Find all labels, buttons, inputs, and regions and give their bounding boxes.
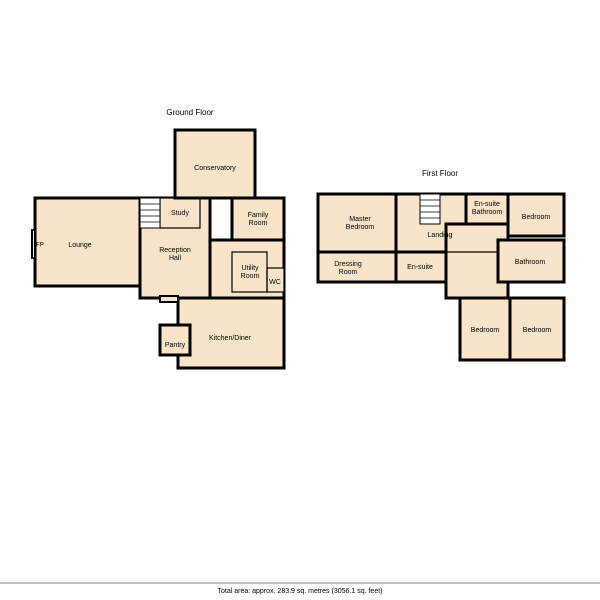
label-bed1: Bedroom bbox=[522, 214, 551, 221]
bay-left bbox=[32, 230, 35, 258]
label-bathroom: Bathroom bbox=[515, 259, 546, 266]
first-floor-group: First Floor MasterBedroom DressingRoom E… bbox=[318, 169, 564, 360]
first-floor-title: First Floor bbox=[422, 169, 458, 178]
footer-text: Total area: approx. 283.9 sq. metres (30… bbox=[218, 588, 383, 595]
ground-floor-group: Ground Floor Lounge ReceptionHal bbox=[32, 108, 284, 368]
label-ensbath: En-suiteBathroom bbox=[472, 201, 503, 216]
label-conservatory: Conservatory bbox=[194, 165, 236, 172]
porch bbox=[160, 296, 178, 302]
label-lounge: Lounge bbox=[68, 242, 91, 249]
label-landing: Landing bbox=[428, 232, 453, 239]
label-bed3: Bedroom bbox=[523, 327, 552, 334]
room-pantry bbox=[160, 325, 190, 355]
label-master: MasterBedroom bbox=[346, 216, 375, 231]
label-wc: WC bbox=[269, 279, 281, 286]
stairs-first bbox=[420, 194, 440, 224]
label-fp: FP bbox=[36, 243, 44, 249]
room-kitchen bbox=[178, 298, 284, 368]
label-family: FamilyRoom bbox=[248, 212, 269, 227]
stairs-ground bbox=[140, 198, 160, 228]
label-pantry: Pantry bbox=[165, 342, 186, 349]
floorplan-canvas: Ground Floor Lounge ReceptionHal bbox=[0, 0, 600, 600]
label-kitchen: Kitchen/Diner bbox=[209, 335, 252, 342]
ground-floor-title: Ground Floor bbox=[166, 108, 213, 117]
label-bed2: Bedroom bbox=[471, 327, 500, 334]
label-utility: UtilityRoom bbox=[241, 265, 260, 280]
label-ensuite: En-suite bbox=[407, 264, 433, 271]
label-study: Study bbox=[171, 210, 189, 217]
